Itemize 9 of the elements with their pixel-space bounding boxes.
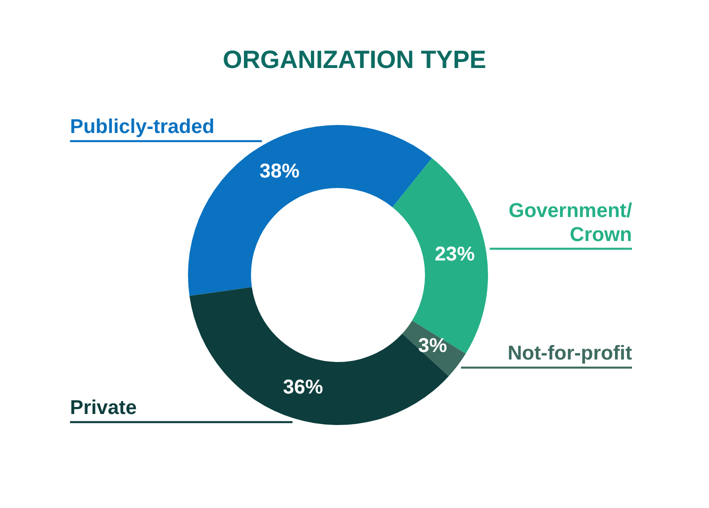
- data-label: 23%: [434, 243, 475, 266]
- data-label: 38%: [259, 160, 300, 182]
- chart-title: ORGANIZATION TYPE: [222, 46, 488, 75]
- slice-label: Government/ Crown: [508, 200, 632, 246]
- slice-label: Not-for-profit: [508, 342, 632, 365]
- data-label: 36%: [282, 376, 324, 399]
- slice-label: Publicly-traded: [70, 116, 214, 138]
- data-label: 3%: [418, 334, 448, 357]
- slice-label: Private: [70, 397, 137, 420]
